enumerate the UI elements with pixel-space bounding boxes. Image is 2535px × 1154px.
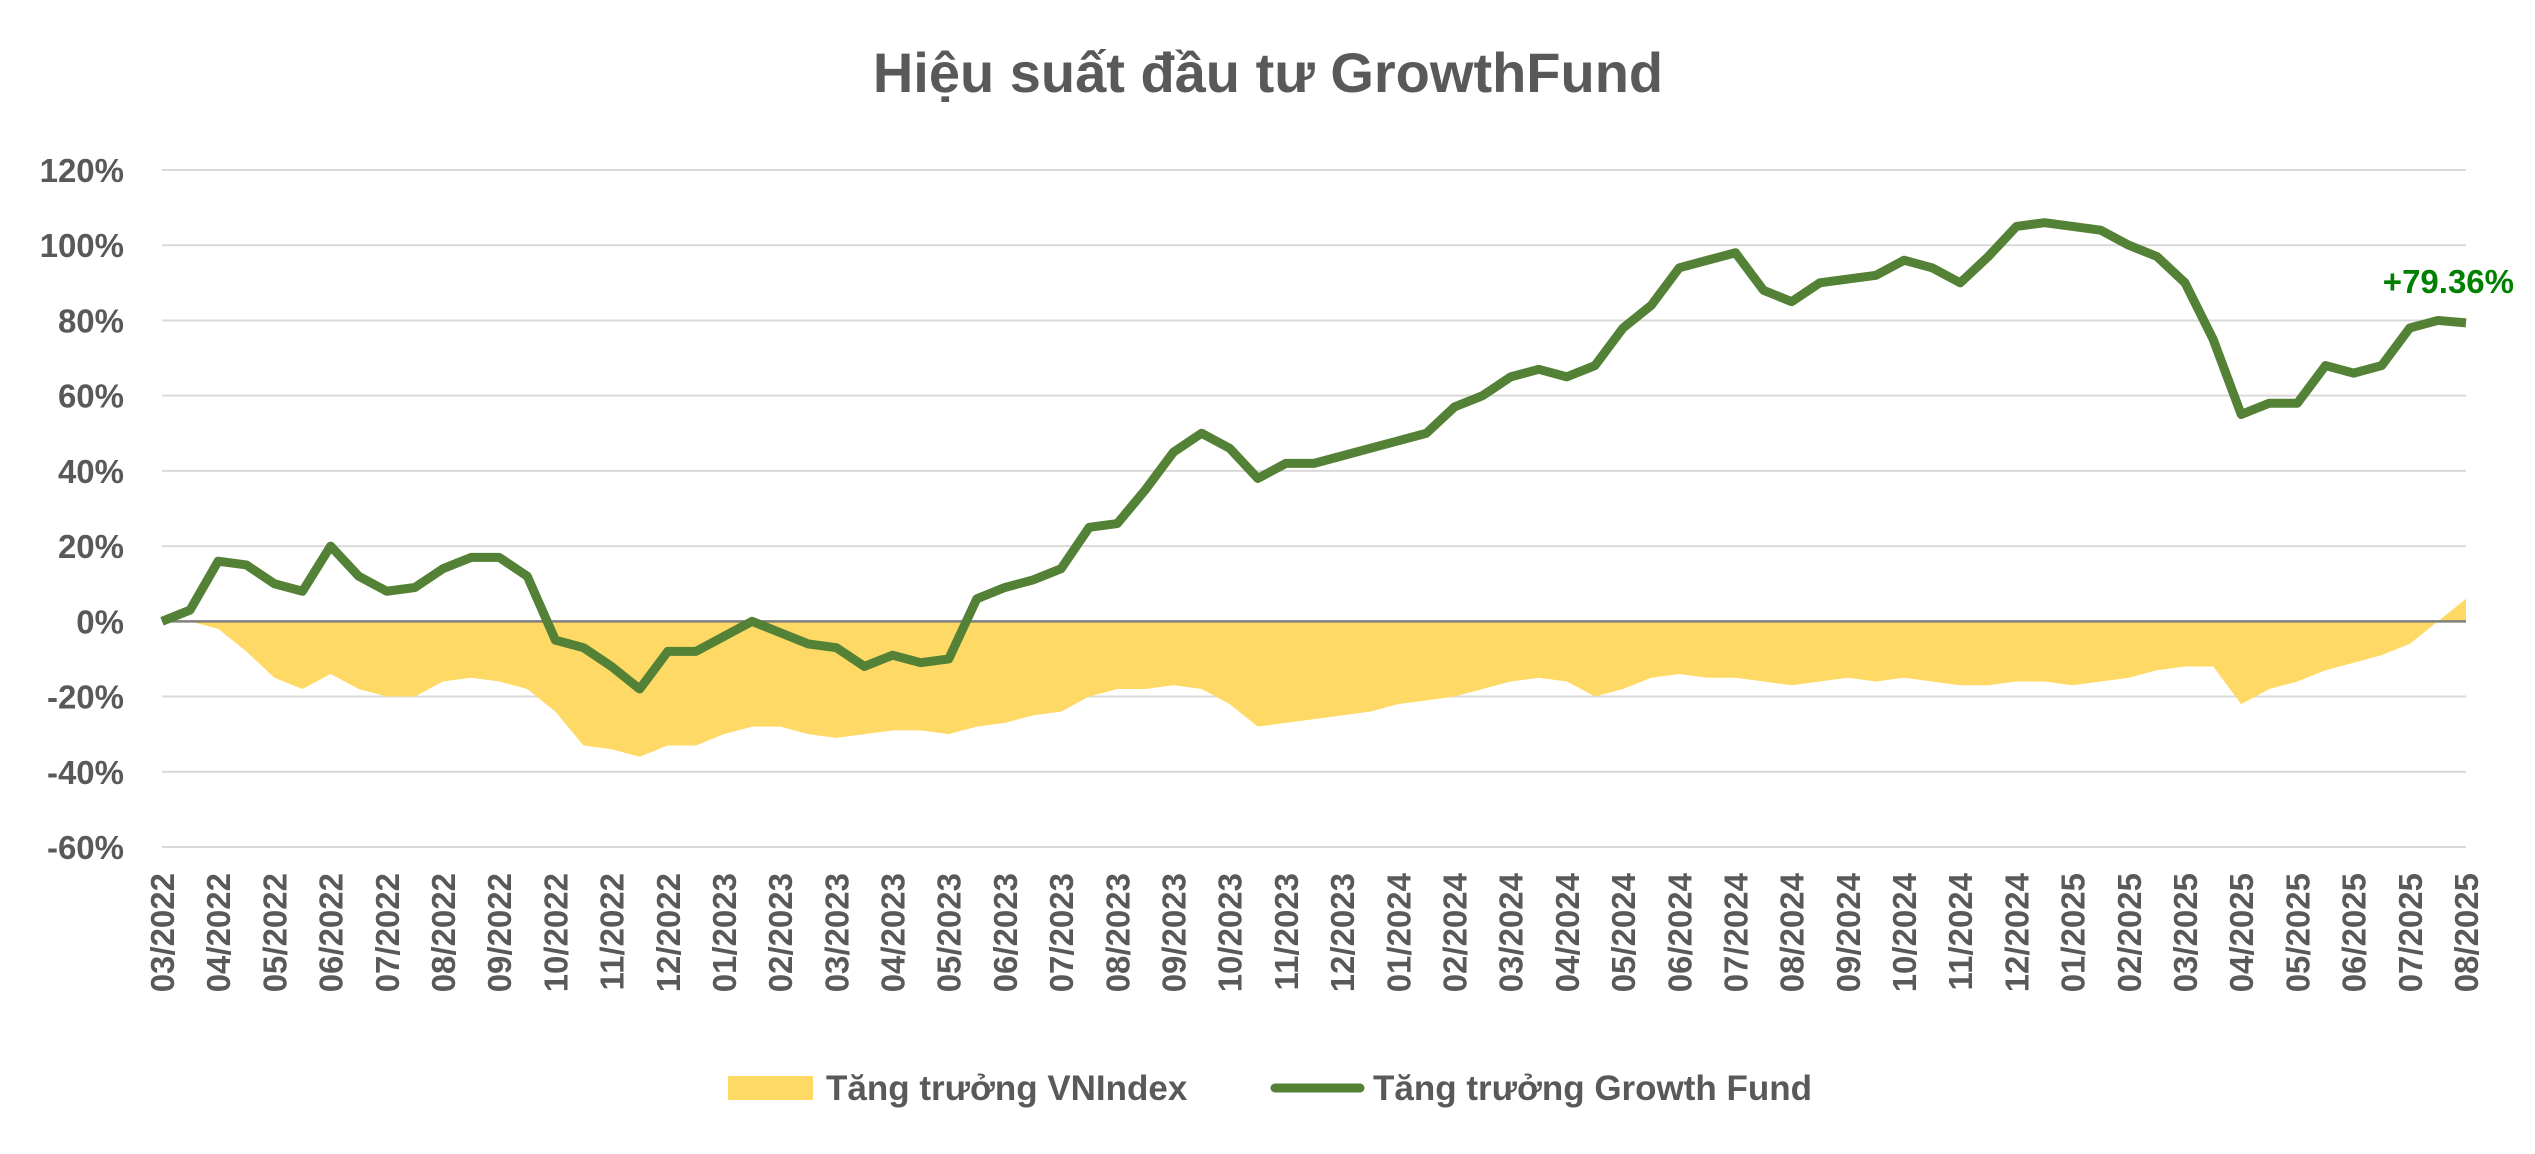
x-tick-label: 08/2022 [425,873,462,992]
legend-label: Tăng trưởng VNIndex [826,1069,1188,1108]
x-tick-label: 07/2025 [2392,873,2429,992]
x-tick-label: 05/2024 [1605,872,1642,992]
x-tick-label: 01/2023 [706,873,743,992]
x-tick-label: 12/2024 [1998,872,2035,992]
y-tick-label: -20% [47,679,124,716]
x-tick-label: 08/2024 [1774,872,1811,992]
x-tick-label: 06/2022 [313,873,350,992]
x-tick-label: 02/2025 [2111,873,2148,992]
x-tick-label: 04/2023 [875,873,912,992]
y-tick-label: 0% [76,603,124,640]
legend-label: Tăng trưởng Growth Fund [1373,1069,1812,1108]
x-tick-label: 08/2023 [1099,873,1136,992]
x-tick-label: 03/2023 [818,873,855,992]
legend-item: Tăng trưởng VNIndex [728,1069,1188,1108]
x-tick-label: 08/2025 [2448,873,2485,992]
x-tick-label: 05/2023 [931,873,968,992]
x-tick-label: 12/2023 [1324,873,1361,992]
y-tick-label: 60% [58,378,124,415]
legend-item: Tăng trưởng Growth Fund [1270,1069,1812,1108]
y-tick-label: 20% [58,528,124,565]
x-tick-label: 10/2024 [1886,872,1923,992]
y-tick-label: 80% [58,302,124,339]
x-tick-label: 10/2023 [1212,873,1249,992]
x-tick-label: 09/2024 [1830,872,1867,992]
x-tick-label: 05/2022 [256,873,293,992]
x-tick-label: 06/2023 [987,873,1024,992]
legend-swatch [728,1076,813,1100]
x-tick-label: 03/2022 [144,873,181,992]
x-tick-label: 01/2024 [1380,872,1417,992]
x-tick-label: 06/2025 [2336,873,2373,992]
annotation: +79.36% [2383,263,2514,300]
x-tick-label: 02/2024 [1436,872,1473,992]
x-tick-label: 03/2025 [2167,873,2204,992]
x-tick-label: 03/2024 [1493,872,1530,992]
x-tick-label: 11/2022 [594,873,631,990]
x-tick-label: 07/2022 [369,873,406,992]
x-tick-label: 09/2023 [1156,873,1193,992]
x-tick-label: 04/2024 [1549,872,1586,992]
x-tick-label: 07/2024 [1717,872,1754,992]
chart-title: Hiệu suất đầu tư GrowthFund [873,41,1663,104]
y-tick-label: -60% [47,829,124,866]
y-tick-label: 100% [40,227,124,264]
x-tick-label: 05/2025 [2279,873,2316,992]
line [160,218,2467,694]
x-tick-label: 07/2023 [1043,873,1080,992]
area [162,598,2466,757]
x-tick-label: 02/2023 [762,873,799,992]
x-tick-label: 10/2022 [537,873,574,992]
x-tick-label: 04/2022 [200,873,237,992]
x-tick-label: 12/2022 [650,873,687,992]
x-tick-label: 11/2023 [1268,873,1305,990]
x-tick-label: 11/2024 [1942,872,1979,990]
x-tick-label: 04/2025 [2223,873,2260,992]
x-tick-label: 09/2022 [481,873,518,992]
y-tick-label: -40% [47,754,124,791]
y-tick-label: 40% [58,453,124,490]
x-tick-label: 06/2024 [1661,872,1698,992]
x-tick-label: 01/2025 [2055,873,2092,992]
y-tick-label: 120% [40,152,124,189]
